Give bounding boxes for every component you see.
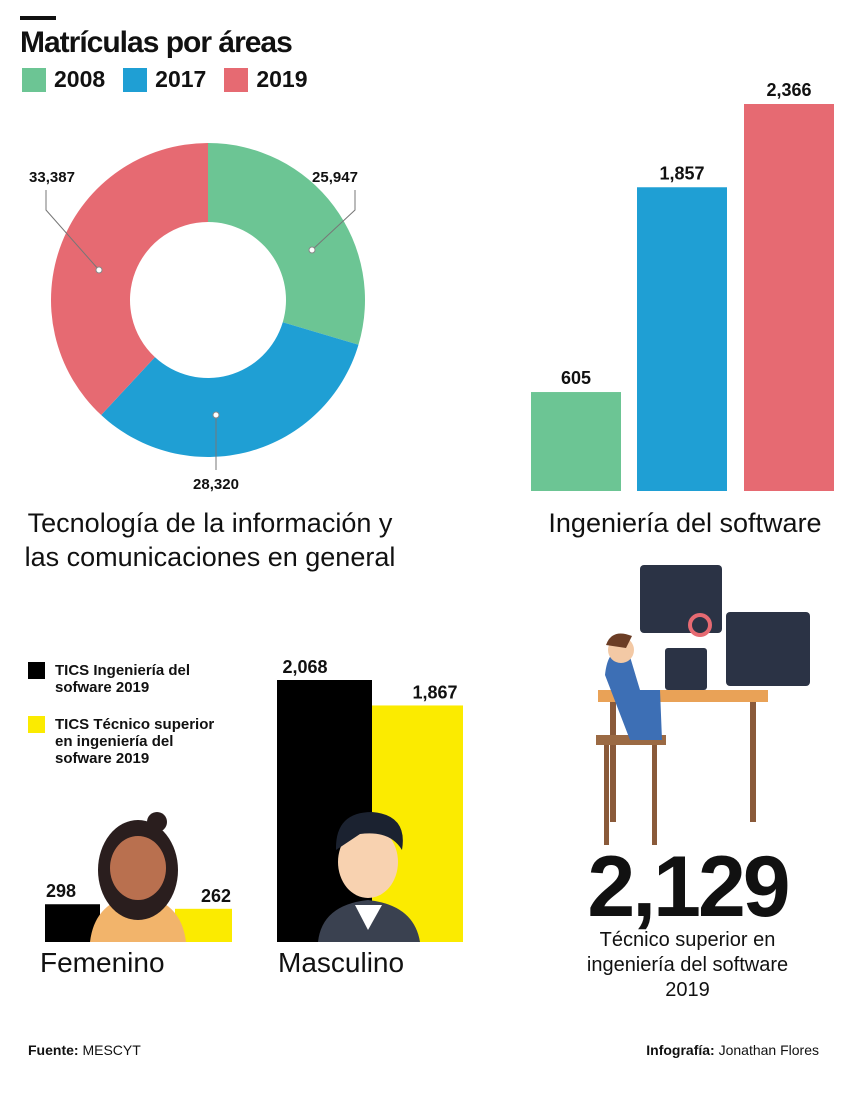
year-legend: 2008 2017 2019	[22, 66, 308, 93]
gender-value-label: 1,867	[412, 682, 457, 702]
caption-line: 2019	[665, 979, 710, 1001]
title-rule	[20, 16, 56, 20]
bar-2019	[744, 104, 834, 491]
source: Fuente: MESCYT	[28, 1042, 141, 1058]
caption-line: ingeniería del software	[586, 954, 789, 976]
gender-bar-Masculino	[277, 680, 372, 942]
leader-dot	[308, 246, 316, 254]
legend-label: TICS Ingeniería del sofware 2019	[55, 662, 191, 696]
leader-line	[45, 190, 100, 271]
stool-leg	[604, 745, 609, 845]
legend-swatch	[224, 67, 249, 92]
man-face	[338, 826, 398, 898]
gender-legend-item: TICS Ingeniería del sofware 2019	[28, 662, 225, 696]
bar-2008	[531, 392, 621, 491]
femenino-label: Femenino	[40, 947, 165, 978]
source-value: MESCYT	[82, 1042, 141, 1058]
legend-swatch	[28, 716, 45, 733]
donut-value-label: 33,387	[29, 169, 75, 186]
woman-face	[110, 836, 166, 900]
developer-hair	[606, 633, 632, 648]
man-collar	[355, 905, 382, 930]
masculino-label: Masculino	[278, 947, 405, 978]
donut-caption: Tecnología de la información y las comun…	[24, 508, 396, 572]
donut-slice-2019	[50, 143, 208, 416]
donut-value-label: 25,947	[312, 169, 358, 186]
leader-dot	[95, 266, 103, 274]
highlight-caption: Técnico superior en ingeniería del softw…	[560, 928, 815, 1003]
leader-line	[311, 190, 356, 251]
legend-label: 2008	[54, 66, 106, 92]
legend-swatch	[123, 67, 148, 92]
stool-leg	[652, 745, 657, 845]
legend-swatch	[22, 67, 46, 92]
legend-label: TICS Técnico superior en ingeniería del …	[55, 716, 215, 767]
credit: Infografía: Jonathan Flores	[646, 1042, 819, 1058]
bar-value-label: 1,857	[659, 163, 704, 183]
gender-value-label: 298	[46, 881, 76, 901]
donut-value-label: 28,320	[193, 476, 239, 493]
leader-dot	[212, 411, 220, 419]
bar-value-label: 605	[561, 368, 591, 388]
page-title: Matrículas por áreas	[20, 26, 293, 59]
donut-slice-2017	[101, 322, 359, 457]
man-hair	[335, 812, 403, 850]
credit-value: Jonathan Flores	[718, 1042, 819, 1058]
legend-swatch	[28, 662, 45, 679]
credit-label: Infografía:	[646, 1042, 715, 1058]
legend-label: 2019	[256, 66, 308, 92]
bar-2017	[637, 187, 727, 491]
bar-value-label: 2,366	[766, 80, 811, 100]
legend-item: 2017	[123, 66, 206, 93]
gender-value-label: 262	[201, 886, 231, 906]
gender-value-label: 2,068	[282, 657, 327, 677]
donut-slice-2008	[208, 143, 365, 345]
source-label: Fuente:	[28, 1042, 79, 1058]
legend-item: 2019	[224, 66, 308, 93]
bar-caption: Ingeniería del software	[548, 508, 822, 538]
legend-label: 2017	[155, 66, 207, 92]
monitor-right	[726, 612, 810, 686]
desk-leg	[610, 702, 616, 822]
woman-bun	[147, 812, 167, 832]
developer-body	[605, 649, 662, 740]
monitor-chart	[688, 613, 712, 637]
desk-leg	[750, 702, 756, 822]
highlight-value: 2,129	[587, 839, 790, 935]
legend-item: 2008	[22, 66, 105, 93]
gender-bar-Femenino	[45, 904, 100, 942]
laptop	[665, 648, 707, 690]
caption-line: Técnico superior en	[599, 929, 776, 951]
gender-legend-item: TICS Técnico superior en ingeniería del …	[28, 716, 230, 767]
